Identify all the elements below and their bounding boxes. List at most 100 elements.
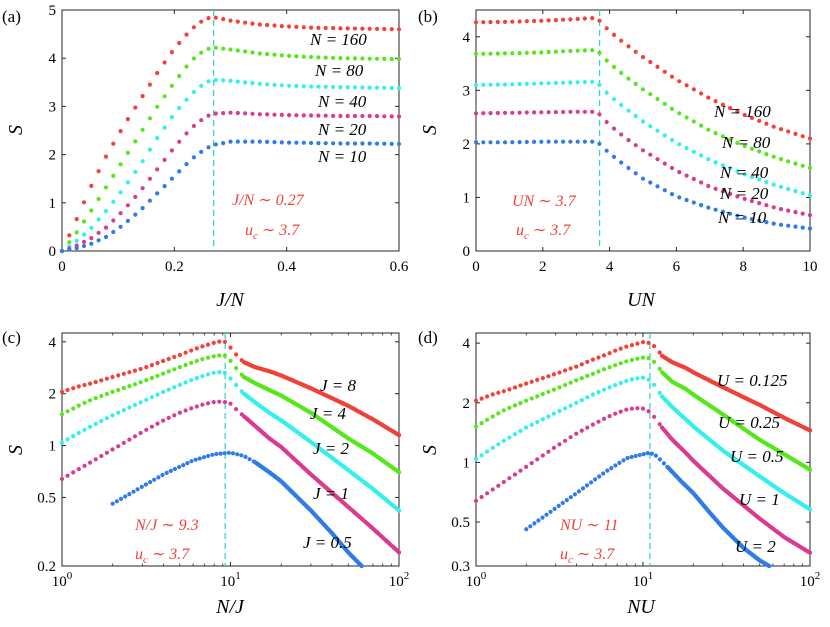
data-point [621,458,626,463]
data-point [89,241,94,246]
data-point [257,81,262,86]
data-point [360,85,365,90]
data-point [243,80,248,85]
data-point [287,140,292,145]
data-point [294,54,299,59]
series-N-80 [59,45,402,254]
data-point [169,176,174,181]
y-tick-label: 5 [49,3,57,19]
data-point [243,49,248,54]
panel-d: 100 101 102 0.3 0.5 1 2 4 U = 0.125 U = 0.25 U = 0… [418,328,820,618]
data-point [535,394,540,399]
data-point [294,83,299,89]
data-point [111,199,116,204]
data-point [250,50,255,55]
data-point [118,129,123,134]
data-point [502,51,508,56]
data-point [764,220,769,225]
data-point [510,51,515,56]
data-point [684,145,689,151]
data-point [764,203,769,208]
data-point [243,454,248,459]
data-point [539,139,544,144]
data-point [234,382,239,388]
data-point [184,131,189,136]
data-point [184,162,189,167]
data-point [626,44,631,49]
data-point [662,188,667,193]
data-point [155,373,160,378]
data-point [331,84,336,90]
data-point [524,19,529,24]
data-point [735,109,740,114]
data-point [524,381,529,386]
data-point [757,218,762,223]
data-point [657,457,663,462]
data-point [629,357,635,363]
data-point [561,109,566,115]
data-point [132,434,138,439]
data-point [396,27,402,32]
data-point [166,387,171,392]
data-point [121,371,126,376]
data-point [82,463,87,468]
data-point [140,159,145,164]
data-point [749,174,755,180]
data-point [228,401,233,406]
data-point [532,110,537,115]
data-point [662,161,667,166]
data-point [279,140,284,145]
series-U-0.5 [473,375,813,512]
data-point [82,400,87,405]
data-point [331,141,336,146]
data-point [778,222,784,227]
data-point [575,139,580,144]
data-point [699,180,704,185]
data-point [551,411,557,416]
data-point [301,140,306,145]
data-point [706,157,711,162]
data-point [575,48,580,53]
data-point [155,104,160,109]
data-point [539,110,544,115]
data-point [228,18,233,23]
data-point [121,385,126,391]
data-point [479,421,484,426]
x-tick-label: 10 [803,259,818,275]
data-point [279,53,284,58]
data-point [217,399,222,404]
data-point [162,60,167,65]
data-point [345,141,350,146]
data-point [301,113,306,118]
data-point [132,382,138,387]
data-point [218,451,223,456]
data-point [118,224,123,229]
x-tick-label: 101 [633,570,654,590]
data-point [490,487,495,492]
data-point [518,428,523,433]
data-point [807,507,813,512]
data-point [162,157,167,162]
data-point [757,149,762,154]
data-point [147,116,152,121]
data-point [479,396,484,401]
data-point [800,211,805,216]
data-point [691,87,696,92]
axes-frame [475,9,811,252]
data-point [88,460,93,465]
data-point [193,457,198,462]
data-point [155,191,160,196]
data-point [596,390,601,395]
data-point [590,139,595,144]
data-point [510,110,515,115]
data-point [155,136,160,141]
data-point [205,342,211,347]
data-point [490,392,495,397]
data-point [473,498,479,503]
data-point [243,139,248,144]
data-point [764,152,769,157]
data-point [93,457,98,462]
data-point [191,25,196,30]
data-point [793,224,798,229]
data-point [59,389,65,394]
